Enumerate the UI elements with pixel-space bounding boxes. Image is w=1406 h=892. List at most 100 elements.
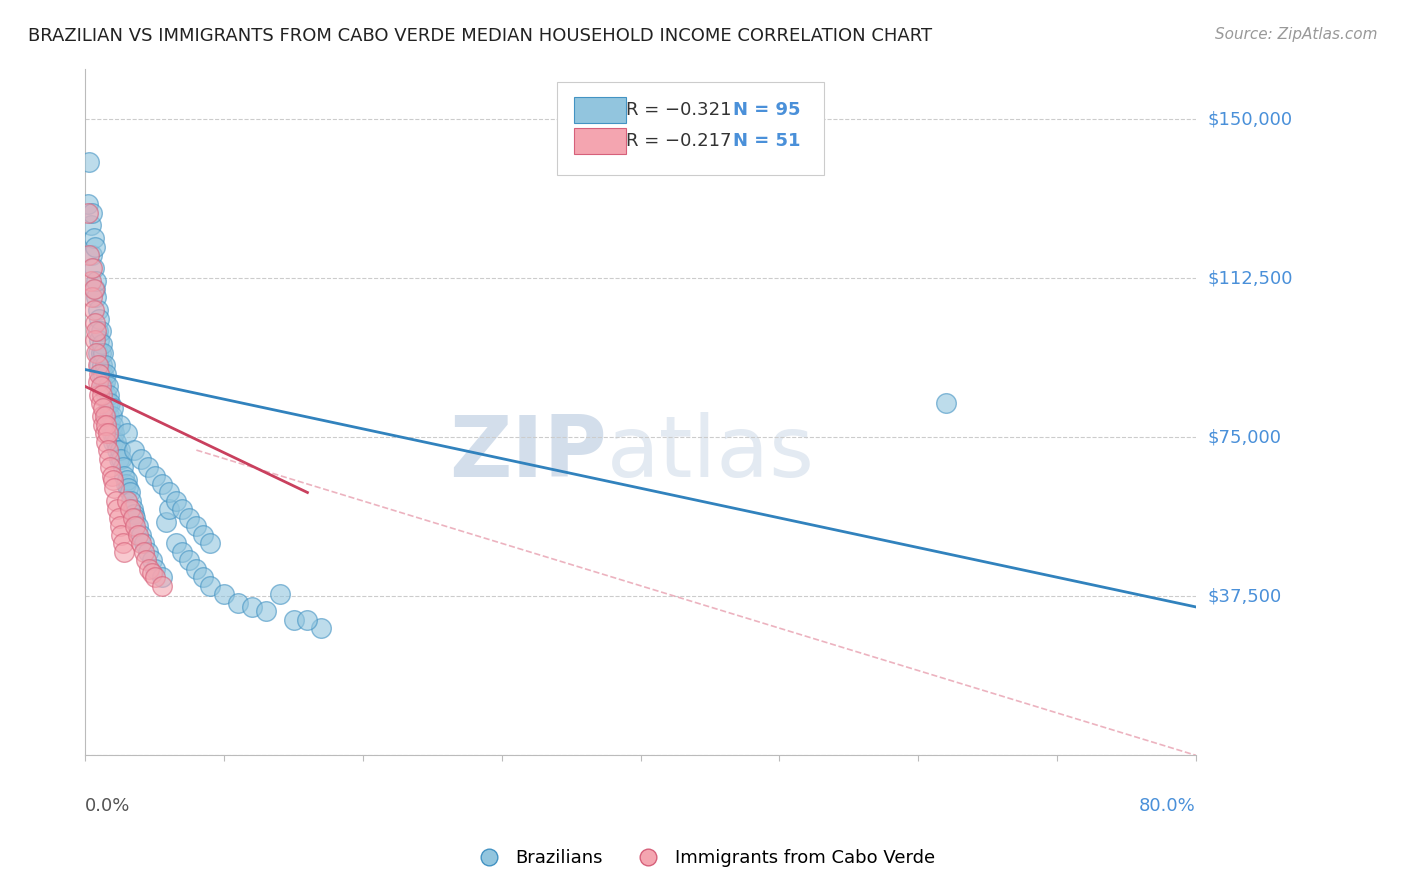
Point xyxy=(179,553,201,567)
Point xyxy=(118,485,141,500)
Point xyxy=(112,468,135,483)
Point xyxy=(141,553,163,567)
Text: 80.0%: 80.0% xyxy=(1139,797,1197,814)
Point xyxy=(98,396,121,410)
Point xyxy=(96,396,118,410)
Point xyxy=(94,409,117,424)
Point xyxy=(83,231,105,245)
Point xyxy=(103,426,125,441)
Point xyxy=(172,545,194,559)
Point xyxy=(108,443,131,458)
Point xyxy=(115,426,138,441)
Point xyxy=(90,379,112,393)
Point xyxy=(97,388,120,402)
Point xyxy=(89,359,111,373)
Point xyxy=(101,401,124,415)
Point xyxy=(86,273,108,287)
Point xyxy=(83,282,105,296)
Point xyxy=(82,260,104,275)
Point xyxy=(120,494,142,508)
Point xyxy=(94,417,117,432)
Point xyxy=(115,473,138,487)
Point xyxy=(96,426,118,441)
Point xyxy=(80,219,103,233)
Point xyxy=(79,154,101,169)
Point xyxy=(127,528,149,542)
Point xyxy=(91,337,114,351)
Point xyxy=(150,579,173,593)
Point xyxy=(77,205,100,219)
Point xyxy=(89,388,111,402)
Point xyxy=(124,511,146,525)
Legend: Brazilians, Immigrants from Cabo Verde: Brazilians, Immigrants from Cabo Verde xyxy=(464,842,942,874)
Point xyxy=(87,303,110,318)
Point xyxy=(110,451,132,466)
Point xyxy=(143,562,166,576)
Point xyxy=(91,359,114,373)
Point xyxy=(82,248,104,262)
Point xyxy=(77,197,100,211)
Text: N = 51: N = 51 xyxy=(733,132,800,150)
Point xyxy=(186,562,208,576)
Point xyxy=(107,511,129,525)
Point xyxy=(240,599,263,614)
Point xyxy=(97,409,120,424)
Point xyxy=(93,417,115,432)
Point xyxy=(94,388,117,402)
Point xyxy=(90,367,112,381)
Point xyxy=(165,536,187,550)
Point xyxy=(150,570,173,584)
Point xyxy=(87,359,110,373)
Text: $37,500: $37,500 xyxy=(1208,587,1281,606)
Point xyxy=(200,579,222,593)
Point xyxy=(193,528,215,542)
Point xyxy=(82,205,104,219)
Point xyxy=(132,545,155,559)
Point xyxy=(91,409,114,424)
Point xyxy=(129,451,152,466)
Point xyxy=(138,562,160,576)
Point xyxy=(93,401,115,415)
Point xyxy=(117,481,139,495)
Point xyxy=(83,260,105,275)
Point xyxy=(93,409,115,424)
Point xyxy=(121,502,143,516)
Point xyxy=(143,570,166,584)
Point xyxy=(80,273,103,287)
Point xyxy=(100,468,122,483)
Text: ZIP: ZIP xyxy=(450,411,607,495)
Point xyxy=(105,502,128,516)
Point xyxy=(143,468,166,483)
Text: $150,000: $150,000 xyxy=(1208,111,1292,128)
Point xyxy=(87,376,110,390)
Point xyxy=(94,434,117,449)
Point xyxy=(108,519,131,533)
Point xyxy=(103,481,125,495)
Point xyxy=(84,282,107,296)
Point xyxy=(96,379,118,393)
Point xyxy=(89,311,111,326)
Point xyxy=(101,434,124,449)
Point xyxy=(104,434,127,449)
Point xyxy=(101,417,124,432)
Point xyxy=(157,485,180,500)
Text: $112,500: $112,500 xyxy=(1208,269,1292,287)
Point xyxy=(87,325,110,339)
Point xyxy=(90,396,112,410)
Point xyxy=(86,290,108,304)
Point xyxy=(283,613,305,627)
FancyBboxPatch shape xyxy=(557,82,824,175)
Point xyxy=(107,451,129,466)
Point xyxy=(91,388,114,402)
FancyBboxPatch shape xyxy=(574,96,626,123)
Point xyxy=(84,333,107,347)
Point xyxy=(193,570,215,584)
Point xyxy=(86,345,108,359)
Text: 0.0%: 0.0% xyxy=(86,797,131,814)
Point xyxy=(98,460,121,475)
Text: R = −0.321: R = −0.321 xyxy=(626,101,731,119)
Point xyxy=(83,303,105,318)
Point xyxy=(132,536,155,550)
Point xyxy=(135,553,157,567)
Point xyxy=(114,477,136,491)
